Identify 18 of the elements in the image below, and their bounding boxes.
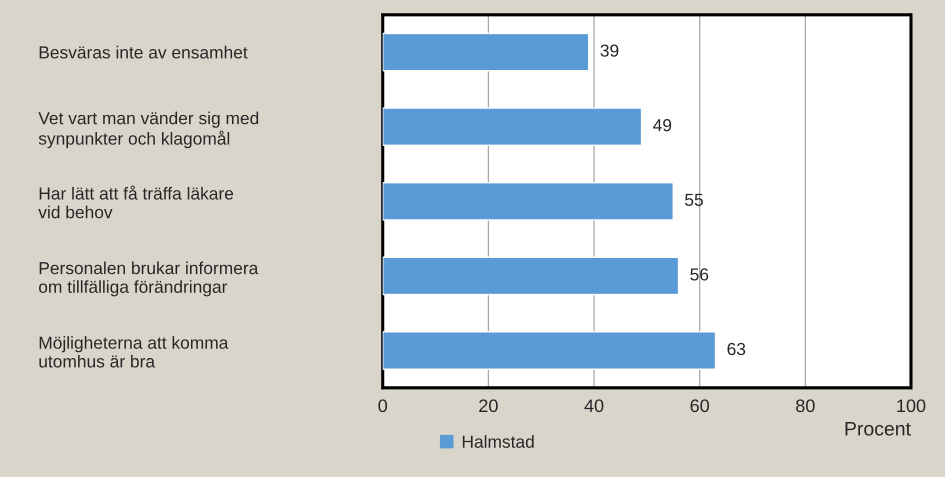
data-label: 55	[685, 194, 703, 206]
x-tick-label: 0	[378, 399, 388, 412]
legend-label: Halmstad	[462, 435, 534, 448]
x-axis-title: Procent	[846, 422, 911, 436]
x-tick-label: 20	[479, 399, 498, 412]
x-tick-label: 100	[897, 399, 926, 412]
x-tick-label: 60	[690, 399, 710, 412]
data-label: 49	[653, 119, 672, 132]
y-tick-label: Besväras inte av ensamhet	[40, 46, 248, 59]
data-label: 39	[600, 44, 618, 57]
y-tick-label: Har lätt att få träffa läkare vid behov	[38, 186, 234, 218]
data-label: 56	[690, 268, 708, 281]
y-tick-label: Vet vart man vänder sig med synpunkter och klagomål	[38, 112, 258, 148]
data-label: 63	[728, 342, 746, 356]
y-tick-label: Möjligheterna att komma utomhus är bra	[39, 336, 228, 368]
y-tick-label: Personalen brukar informera om tillfälliga förändringar	[39, 262, 258, 296]
x-tick-label: 80	[796, 399, 815, 412]
x-tick-label: 40	[584, 399, 604, 412]
